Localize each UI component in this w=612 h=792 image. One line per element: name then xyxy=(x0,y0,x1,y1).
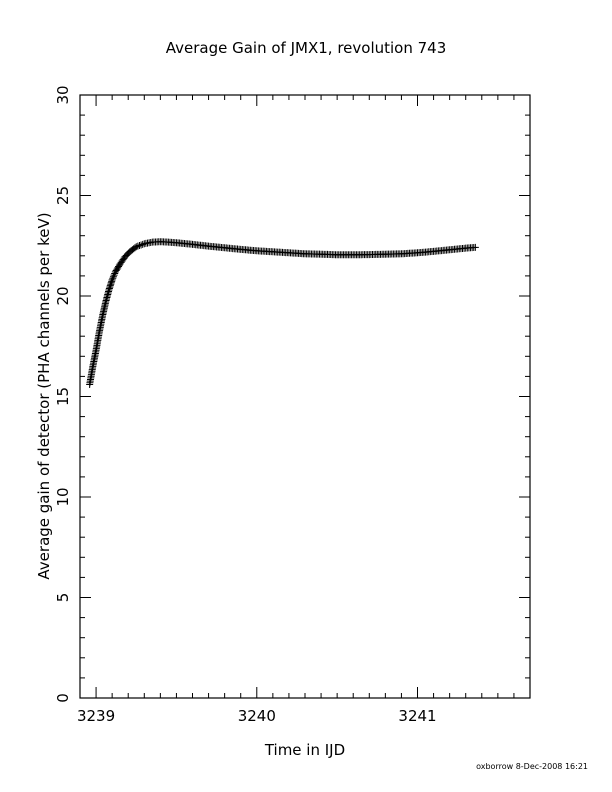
footer-credit: oxborrow 8-Dec-2008 16:21 xyxy=(476,762,588,771)
x-axis: 3239 3240 3241 xyxy=(77,95,531,725)
data-point xyxy=(108,276,116,284)
data-point xyxy=(137,241,145,249)
y-tick-label: 30 xyxy=(54,85,72,104)
y-tick-label: 20 xyxy=(54,286,72,305)
data-point xyxy=(109,274,117,282)
y-tick-label: 10 xyxy=(54,487,72,506)
data-point xyxy=(109,273,117,281)
data-point xyxy=(139,240,147,248)
y-tick-label: 0 xyxy=(54,693,72,703)
y-axis: 0 5 10 15 20 25 30 xyxy=(54,85,530,703)
data-point xyxy=(134,242,142,250)
data-point xyxy=(132,243,140,251)
y-tick-label: 5 xyxy=(54,593,72,603)
x-tick-label: 3239 xyxy=(77,707,115,725)
plot-frame xyxy=(79,94,531,699)
chart-title: Average Gain of JMX1, revolution 743 xyxy=(166,39,447,57)
data-series xyxy=(86,238,479,388)
data-point xyxy=(111,269,119,277)
y-tick-label: 15 xyxy=(54,387,72,406)
data-point xyxy=(471,243,479,251)
data-point xyxy=(131,244,139,252)
x-tick-label: 3241 xyxy=(398,707,436,725)
y-axis-label: Average gain of detector (PHA channels p… xyxy=(35,212,53,579)
x-axis-label: Time in IJD xyxy=(264,741,345,759)
x-tick-label: 3240 xyxy=(238,707,276,725)
y-tick-label: 25 xyxy=(54,186,72,205)
data-point xyxy=(110,271,118,279)
data-point xyxy=(135,242,143,250)
